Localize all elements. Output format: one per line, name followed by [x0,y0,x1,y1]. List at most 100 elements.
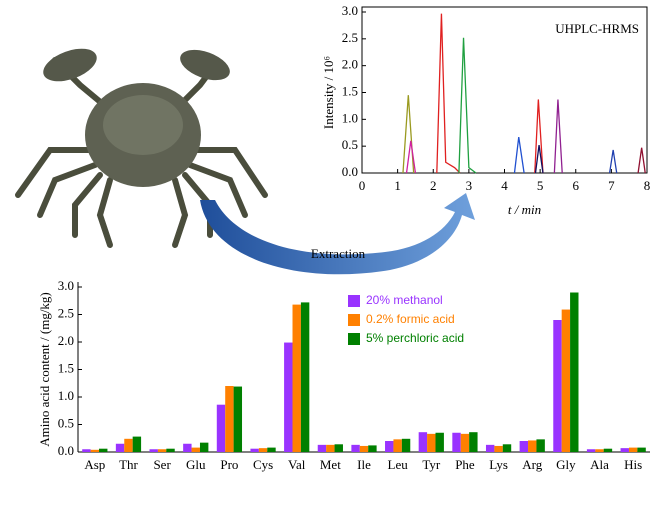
bar [292,304,301,452]
x-axis-label: t / min [508,202,541,217]
x-tick-label: Thr [119,457,138,472]
bar [485,444,495,452]
bar [418,432,428,452]
bar [199,442,209,452]
y-tick-label: 2.0 [342,57,358,72]
x-tick-label: Ala [590,457,609,472]
y-tick-label: 1.5 [342,83,358,98]
extraction-arrow [200,193,475,275]
y-axis-label: Intensity / 10⁶ [321,56,336,129]
y-tick-label: 0.0 [58,443,74,458]
bar [603,448,613,452]
bar [385,441,394,452]
bar [233,386,243,452]
bar [536,439,545,452]
legend-label: 20% methanol [366,293,443,307]
x-tick-label: Tyr [422,457,441,472]
bar [99,448,108,452]
bar [368,445,377,452]
legend-swatch [348,295,360,307]
bar [132,436,142,452]
bar [519,441,529,452]
bar [460,433,470,452]
legend-label: 0.2% formic acid [366,312,455,326]
x-tick-label: Pro [220,457,238,472]
y-tick-label: 3.0 [342,3,358,18]
chromatogram-trace [553,99,563,174]
chromatogram-trace [608,149,618,174]
bar [191,447,200,452]
bar [225,386,234,452]
bar [317,444,327,452]
annotation: UHPLC-HRMS [555,21,639,36]
bar [637,447,646,452]
bar [401,438,411,452]
bar [469,432,478,452]
bar [90,449,100,452]
y-axis-label: Amino acid content / (mg/kg) [37,292,52,447]
x-tick-label: Phe [455,457,475,472]
y-tick-label: 0.5 [58,415,74,430]
x-tick-label: Glu [186,457,206,472]
bar [334,444,343,452]
bar [502,444,512,452]
x-tick-label: Gly [556,457,576,472]
bar [435,432,444,452]
legend-swatch [348,333,360,345]
legend-swatch [348,314,360,326]
bar [427,433,436,452]
bar [326,444,335,452]
chromatogram-trace [637,147,646,174]
bar [300,302,310,452]
x-tick-label: 6 [573,178,580,193]
y-tick-label: 2.5 [342,30,358,45]
x-tick-label: 2 [430,178,437,193]
bar [494,445,503,452]
y-tick-label: 1.0 [58,388,74,403]
arrow-label: Extraction [311,246,366,261]
y-tick-label: 0.5 [342,137,358,152]
bar [166,448,175,452]
x-tick-label: Val [288,457,306,472]
bar [149,449,158,452]
bar [250,448,259,452]
bar [359,445,369,452]
bar [561,309,571,452]
bar [124,438,133,452]
y-tick-label: 2.0 [58,333,74,348]
chromatogram-trace [513,136,525,174]
bar [115,443,125,452]
chromatogram-trace [458,37,477,174]
x-tick-label: 0 [359,178,366,193]
x-tick-label: Cys [253,457,273,472]
x-tick-label: 8 [644,178,651,193]
y-tick-label: 2.5 [58,305,74,320]
x-tick-label: 7 [608,178,615,193]
crab-picture [15,48,268,248]
y-tick-label: 3.0 [58,278,74,293]
x-tick-label: His [624,457,642,472]
x-tick-label: Leu [388,457,409,472]
x-tick-label: Arg [522,457,542,472]
bar [183,443,192,452]
bar [553,320,562,452]
x-tick-label: 1 [394,178,401,193]
bar [528,440,537,452]
x-tick-label: Asp [84,457,105,472]
bar [452,432,461,452]
bar [351,444,360,452]
bar [570,292,579,452]
chromatogram-trace [405,140,417,174]
bar [82,449,91,452]
bar [393,439,402,452]
x-tick-label: 4 [501,178,508,193]
bar [267,447,276,452]
y-tick-label: 1.5 [58,360,74,375]
chromatogram-trace [534,145,544,174]
y-tick-label: 0.0 [342,164,358,179]
bar [620,448,629,452]
x-tick-label: Ser [153,457,171,472]
x-tick-label: 5 [537,178,544,193]
x-tick-label: Ile [357,457,371,472]
